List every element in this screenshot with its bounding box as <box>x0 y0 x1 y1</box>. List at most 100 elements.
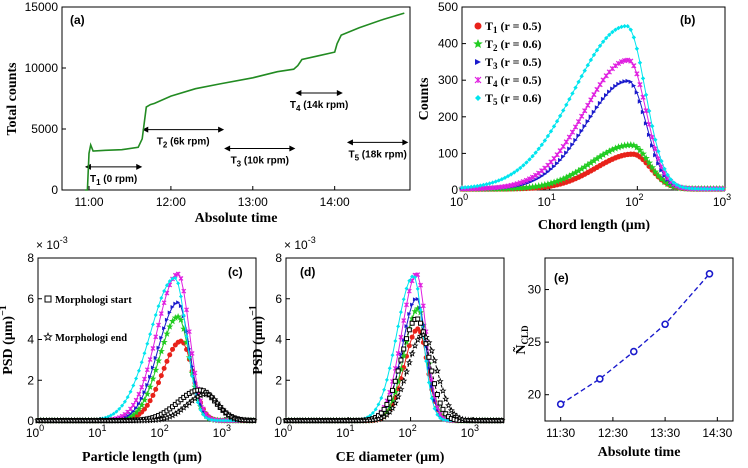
panel-c-series-marker <box>198 407 203 412</box>
panel-b-series-marker <box>545 133 551 139</box>
panel-c-series-marker <box>175 271 181 277</box>
annotation-label-rpm: (0 rpm) <box>101 174 138 185</box>
panel-b-series-marker <box>711 186 716 192</box>
panel-d-series-marker <box>409 334 415 340</box>
annotation-label-T: T <box>290 100 296 111</box>
panel-b-series-marker <box>594 105 600 110</box>
panel-a-xtick-label: 14:00 <box>320 195 350 209</box>
panel-b-series-marker <box>469 184 474 190</box>
panel-c-series-marker <box>181 288 187 294</box>
panel-d-xtick-base: 10 <box>336 426 350 440</box>
panel-c-series-marker <box>170 305 175 310</box>
panel-b-series-marker <box>561 108 566 113</box>
panel-d-scale-note: × 10-3 <box>284 235 316 252</box>
panel-b-series-marker <box>548 166 554 172</box>
panel-d-series-marker <box>422 333 430 341</box>
panel-b-series-marker <box>637 99 643 104</box>
panel-c-series-marker <box>128 406 133 412</box>
panel-c-series-marker <box>220 418 225 423</box>
panel-b-series-marker <box>637 60 643 65</box>
panel-c-series-marker <box>178 275 184 281</box>
panel-c-ytick-label: 8 <box>27 251 34 265</box>
panel-c-scale-exp: -3 <box>60 235 68 245</box>
panel-c-series-marker <box>176 300 181 305</box>
panel-b-ytick-label: 400 <box>438 37 458 51</box>
panel-b-series-marker <box>536 146 541 152</box>
panel-b-series-marker <box>462 185 468 190</box>
panel-b-series-marker <box>566 134 573 140</box>
panel-d-series-marker <box>391 399 399 407</box>
panel-d-series-marker <box>390 353 395 358</box>
panel-b-series-marker <box>633 143 641 151</box>
panel-d-series-marker <box>428 346 436 354</box>
panel-b-legend-ratio: (r = 0.5) <box>498 73 542 87</box>
panel-d-series-marker <box>398 334 404 340</box>
panel-c-series-marker <box>189 351 195 356</box>
panel-d-series-marker <box>415 286 420 291</box>
panel-b-series-marker <box>683 185 689 191</box>
panel-d-series-marker <box>412 275 417 280</box>
panel-b-series-marker <box>588 57 594 63</box>
panel-d-series-marker <box>406 343 412 349</box>
panel-b-series-marker <box>640 76 646 81</box>
panel-b-series-marker <box>640 94 646 100</box>
panel-b-xtick-exp: 2 <box>639 192 644 202</box>
panel-c-ytick-label: 2 <box>27 373 34 387</box>
panel-a-ytick-label: 15000 <box>25 0 59 14</box>
panel-b-legend-name: T <box>485 73 493 87</box>
panel-d-series-marker <box>394 393 402 400</box>
panel-b-series-marker <box>570 91 575 96</box>
panel-c-series-marker <box>153 334 159 340</box>
panel-b-series-marker <box>651 167 660 176</box>
panel-d-series-marker <box>407 311 412 316</box>
annotation-label: T3 (10k rpm) <box>231 156 289 169</box>
panel-c-series-marker <box>153 386 159 392</box>
annotation-label-sub: 2 <box>163 141 168 150</box>
panel-e-ytick-label: 25 <box>528 335 542 349</box>
annotation-arrowhead-right <box>402 139 409 146</box>
panel-b-series-marker <box>572 124 579 130</box>
panel-b-legend-ratio: (r = 0.6) <box>498 37 542 51</box>
panel-b-series-marker <box>520 179 526 185</box>
panel-c-series-marker <box>131 383 136 388</box>
panel-b-legend-entry: T2 (r = 0.6) <box>485 37 541 53</box>
panel-d-series-marker <box>397 385 405 393</box>
panel-d-series-marker <box>429 368 435 374</box>
panel-c-series-marker <box>167 310 172 315</box>
panel-b-series-marker <box>643 92 649 98</box>
panel-c-series-marker <box>172 342 178 348</box>
panel-e-label: (e) <box>554 271 569 285</box>
panel-d-series-marker <box>415 316 421 322</box>
panel-b-series-marker <box>573 85 578 90</box>
panel-e-data-point <box>705 269 714 278</box>
annotation-label: T2 (6k rpm) <box>157 137 210 150</box>
panel-d-series-marker <box>456 414 464 422</box>
panel-d-ylabel: PSD (μm)−1 <box>248 305 266 375</box>
panel-b-ytick-label: 500 <box>438 0 458 14</box>
panel-b-series-marker <box>575 119 582 125</box>
panel-b-series-marker <box>657 175 666 183</box>
panel-b-series-marker <box>622 79 627 84</box>
panel-d-series-marker <box>403 368 411 375</box>
panel-b-series-marker <box>502 175 508 180</box>
panel-b-xtick-base: 10 <box>450 195 464 209</box>
panel-e-xlabel: Absolute time <box>598 445 681 460</box>
panel-b-series-marker <box>545 169 551 174</box>
panel-b-xtick-exp: 0 <box>463 192 468 202</box>
panel-c-series-marker <box>140 396 149 404</box>
panel-b-series-marker <box>551 164 557 169</box>
panel-b-series-marker <box>481 182 486 188</box>
panel-e-xtick-label: 13:30 <box>650 426 680 440</box>
panel-b-series-marker <box>604 92 609 98</box>
panel-c-series-marker <box>159 335 164 340</box>
panel-d-series-marker <box>498 416 506 424</box>
panel-b-legend-sub: 2 <box>493 43 498 53</box>
panel-c-series-marker <box>184 307 189 313</box>
panel-b-series-marker <box>636 146 644 154</box>
panel-c-xtick-exp: 0 <box>39 423 44 433</box>
panel-b-series-marker <box>594 86 600 93</box>
panel-b-series-marker <box>591 109 597 115</box>
panel-b-xtick-label: 101 <box>537 192 555 209</box>
panel-b-series-marker <box>645 158 654 167</box>
panel-a-xtick-label: 11:00 <box>74 195 103 209</box>
